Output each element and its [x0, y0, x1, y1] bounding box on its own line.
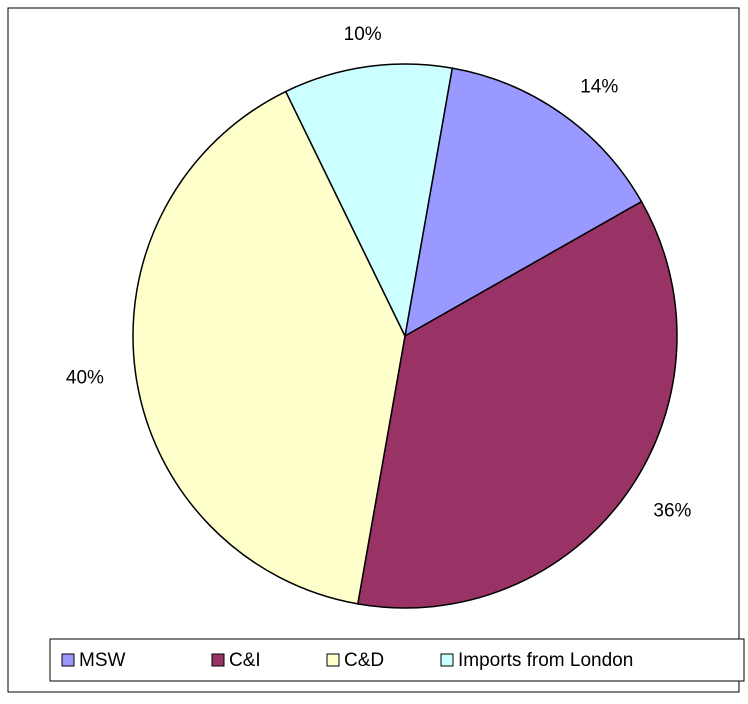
data-label: 14% [580, 77, 618, 98]
legend-swatch [326, 653, 340, 667]
legend-swatch [211, 653, 225, 667]
legend-swatch [440, 653, 454, 667]
pie-slice [132, 90, 406, 605]
legend-label: MSW [79, 650, 126, 671]
pie-slice [284, 63, 454, 339]
pie-slice [403, 67, 643, 338]
legend-label: C&D [344, 650, 384, 671]
pie-slice [356, 200, 678, 609]
legend-box [49, 638, 745, 682]
legend-swatch [61, 653, 75, 667]
legend-label: C&I [229, 650, 261, 671]
data-label: 40% [66, 367, 104, 388]
data-label: 36% [653, 500, 691, 521]
legend-label: Imports from London [458, 650, 633, 671]
data-label: 10% [344, 24, 382, 45]
